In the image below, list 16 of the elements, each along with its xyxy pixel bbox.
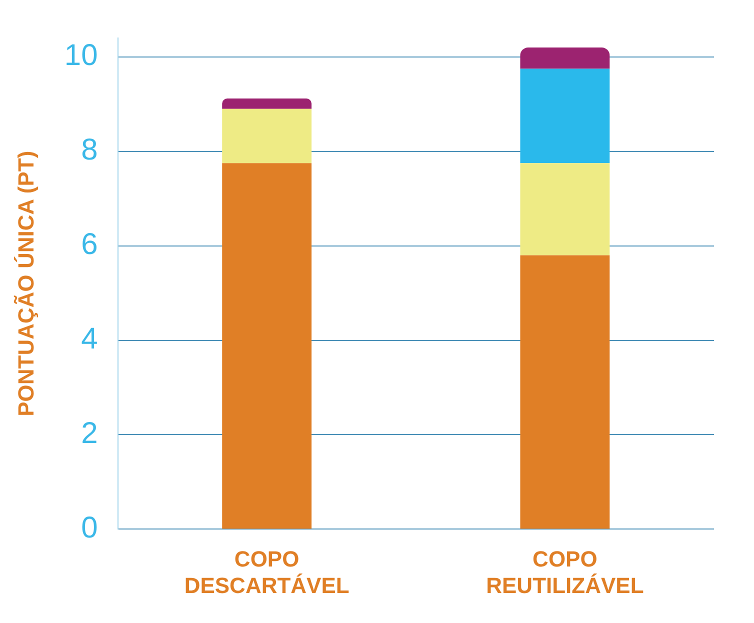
bar: [520, 68, 610, 164]
x-tick-label: COPO DESCARTÁVEL: [184, 546, 350, 598]
y-tick-label: 6: [81, 228, 98, 262]
bar: [520, 163, 610, 256]
bar: [222, 108, 312, 164]
y-axis-title: PONTUAÇÃO ÚNICA (PT): [13, 150, 38, 416]
y-tick-label: 8: [81, 134, 98, 167]
y-tick-label: 4: [81, 322, 98, 356]
y-tick-label: 2: [81, 417, 98, 450]
y-tick-label: 10: [64, 39, 98, 72]
bar: [520, 47, 610, 69]
bar: [222, 163, 312, 529]
bar: [222, 98, 312, 109]
x-tick-label: COPO REUTILIZÁVEL: [486, 546, 644, 598]
bar: [520, 255, 610, 529]
y-tick-label: 0: [81, 511, 98, 544]
